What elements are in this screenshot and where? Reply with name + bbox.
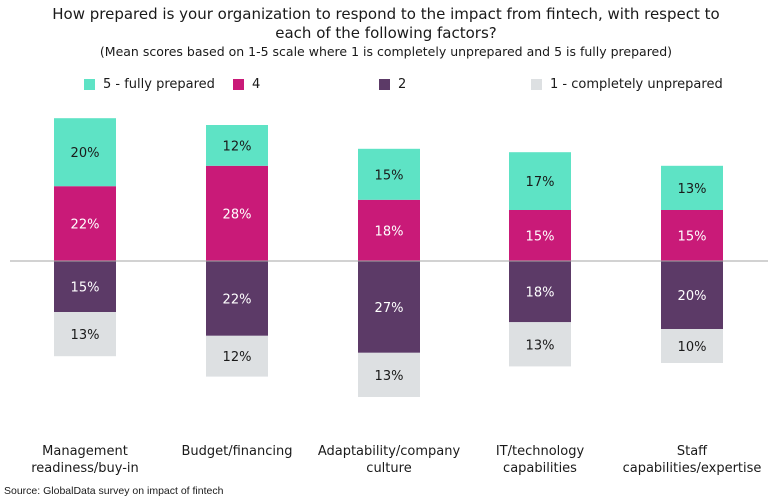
- bar-segment: [206, 165, 268, 261]
- legend-item-5-fully-prepared: 5 - fully prepared: [84, 76, 215, 92]
- category-label: Adaptability/company: [318, 444, 461, 459]
- bar-segment: [509, 210, 571, 261]
- bar-value-label: 10%: [678, 340, 707, 355]
- bar-value-label: 27%: [375, 301, 404, 316]
- legend-item-4: 4: [233, 76, 260, 92]
- bar-value-label: 13%: [71, 328, 100, 343]
- bar-value-label: 28%: [223, 207, 252, 222]
- chart-title-line-2: each of the following factors?: [275, 24, 497, 42]
- bar-value-label: 18%: [375, 224, 404, 239]
- category-label: readiness/buy-in: [31, 461, 139, 476]
- bar-value-label: 13%: [526, 338, 555, 353]
- category-label: IT/technology: [496, 444, 585, 459]
- category-label: Budget/financing: [181, 444, 292, 459]
- category-label: capabilities: [503, 461, 577, 476]
- bar-segment: [358, 352, 420, 397]
- bar-value-label: 12%: [223, 139, 252, 154]
- bar-segment: [509, 322, 571, 367]
- bar-segment: [661, 210, 723, 261]
- legend-item-2: 2: [379, 76, 406, 92]
- legend-item-1-completely-unprepared: 1 - completely unprepared: [531, 76, 723, 92]
- bar-segment: [358, 148, 420, 200]
- legend-label: 4: [252, 76, 261, 92]
- bar-segment: [661, 165, 723, 210]
- legend-swatch: [379, 78, 390, 90]
- bar-value-label: 12%: [223, 350, 252, 365]
- bar-segment: [661, 329, 723, 363]
- bar-segment: [358, 199, 420, 261]
- legend-swatch: [531, 78, 542, 90]
- legend-label: 5 - fully prepared: [103, 76, 215, 92]
- bar-segment: [206, 335, 268, 377]
- bar-value-label: 17%: [526, 175, 555, 190]
- bar-value-label: 18%: [526, 286, 555, 301]
- bar-value-label: 15%: [71, 281, 100, 296]
- bar-value-label: 15%: [526, 230, 555, 245]
- source-note: Source: GlobalData survey on impact of f…: [4, 485, 224, 497]
- bar-segment: [358, 261, 420, 353]
- legend-label: 1 - completely unprepared: [550, 76, 723, 92]
- bar-segment: [661, 261, 723, 329]
- bar-value-label: 13%: [678, 182, 707, 197]
- category-label: Management: [42, 444, 128, 459]
- bar-segment: [206, 125, 268, 166]
- category-label: Staff: [677, 444, 708, 459]
- bar-segment: [509, 152, 571, 210]
- bar-segment: [54, 118, 116, 187]
- legend-swatch: [233, 78, 244, 90]
- bar-value-label: 22%: [223, 292, 252, 307]
- category-label: culture: [366, 461, 411, 476]
- category-label: capabilities/expertise: [623, 461, 762, 476]
- bar-value-label: 13%: [375, 369, 404, 384]
- chart-title-line-1: How prepared is your organization to res…: [52, 5, 720, 23]
- bar-value-label: 20%: [678, 289, 707, 304]
- chart-subtitle: (Mean scores based on 1-5 scale where 1 …: [99, 44, 673, 59]
- bar-segment: [54, 186, 116, 261]
- bar-value-label: 22%: [71, 218, 100, 233]
- bar-segment: [54, 312, 116, 357]
- bar-value-label: 20%: [71, 146, 100, 161]
- bar-value-label: 15%: [678, 230, 707, 245]
- bar-segment: [509, 261, 571, 323]
- legend-swatch: [84, 78, 95, 90]
- bar-segment: [54, 261, 116, 312]
- legend-label: 2: [398, 76, 407, 92]
- bar-segment: [206, 261, 268, 336]
- bar-value-label: 15%: [375, 168, 404, 183]
